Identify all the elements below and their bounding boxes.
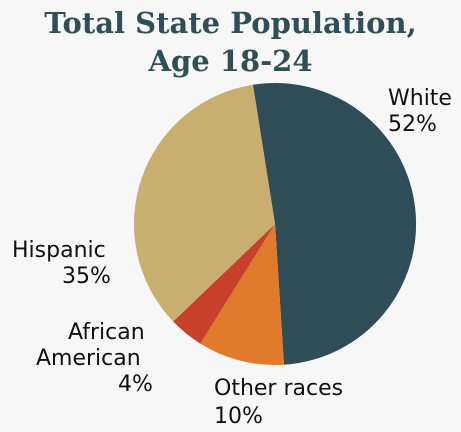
pie-slice-african-american — [173, 224, 275, 344]
label-african-line1: African — [68, 320, 145, 345]
chart-title-line-2: Age 18-24 — [148, 44, 313, 78]
pie-slice-other-races — [200, 224, 284, 365]
label-hispanic-name: Hispanic — [12, 238, 106, 263]
label-other-name: Other races — [214, 376, 344, 401]
pie-slice-hispanic — [134, 84, 275, 322]
label-white-pct: 52% — [388, 112, 437, 137]
label-african-line2: American — [36, 346, 141, 371]
label-other-pct: 10% — [214, 404, 263, 429]
label-african-pct: 4% — [118, 372, 153, 397]
label-hispanic-pct: 35% — [62, 264, 111, 289]
label-white-name: White — [388, 86, 452, 111]
chart-title: Total State Population, Age 18-24 — [0, 4, 461, 80]
pie-slice-white — [252, 82, 417, 365]
chart-title-line-1: Total State Population, — [44, 6, 417, 40]
